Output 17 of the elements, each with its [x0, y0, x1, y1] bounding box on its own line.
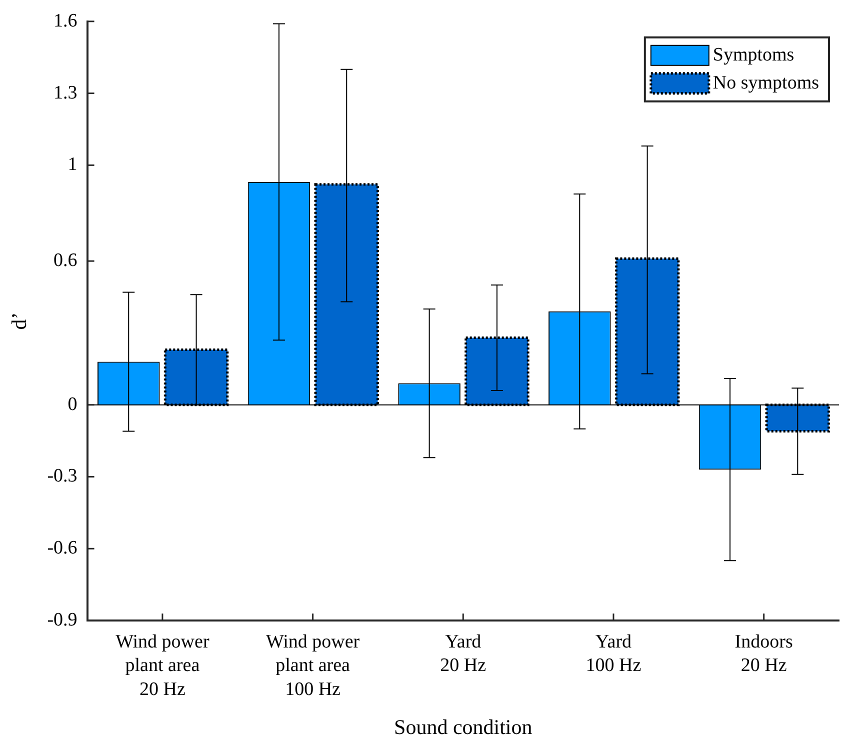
x-tick-label: Yard 100 Hz [586, 631, 642, 676]
x-tick-label: Yard 20 Hz [440, 631, 486, 676]
x-axis-title: Sound condition [394, 714, 533, 739]
y-tick-label: 1.6 [54, 10, 78, 32]
x-tick-label: Wind power plant area 20 Hz [116, 631, 210, 700]
y-axis-title: d’ [7, 312, 32, 330]
y-tick-label: 1.3 [54, 82, 78, 104]
y-tick-label: -0.3 [47, 466, 78, 487]
x-tick-label: Wind power plant area 100 Hz [266, 631, 360, 700]
y-tick-label: -0.6 [47, 538, 78, 559]
x-tick-label: Indoors 20 Hz [734, 631, 793, 676]
y-tick-label: 0.6 [54, 250, 78, 272]
y-tick-label: 0 [68, 394, 78, 415]
legend-label: Symptoms [712, 44, 794, 66]
y-tick-label: 1 [68, 154, 78, 176]
legend-label: No symptoms [712, 72, 820, 94]
y-tick-label: -0.9 [47, 610, 78, 631]
